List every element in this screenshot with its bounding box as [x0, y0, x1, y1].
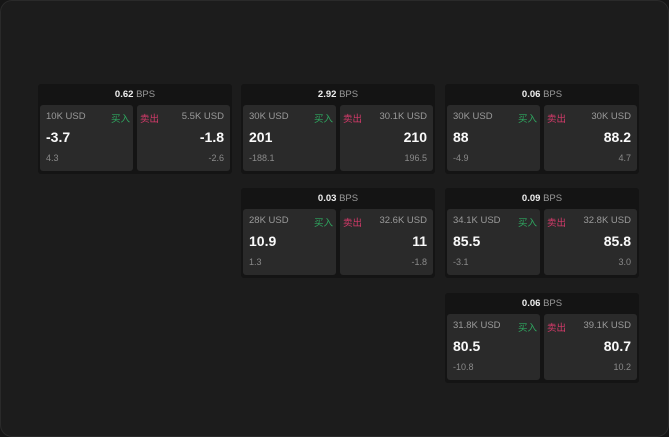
bid-price: 85.5: [453, 233, 481, 249]
bid-price: -3.7: [46, 129, 71, 145]
sell-label: 卖出: [140, 114, 160, 125]
ask-price: 88.2: [603, 129, 631, 145]
ask-price: 80.7: [603, 338, 631, 354]
ask-change: 10.2: [613, 362, 631, 372]
ask-size: 30K USD: [591, 111, 631, 122]
ask-size: 32.6K USD: [379, 215, 427, 226]
bid-change: -4.9: [453, 153, 469, 163]
buy-label: 买入: [517, 218, 537, 229]
ask-price: -1.8: [199, 129, 224, 145]
spread-unit: BPS: [339, 193, 359, 204]
bid-size: 30K USD: [249, 111, 289, 122]
quote-card: 0.03 BPS 28K USD 买入 10.9 1.3 卖出 32.6K US…: [241, 188, 435, 278]
sell-cell[interactable]: 卖出 30.1K USD 210 196.5: [340, 105, 433, 171]
ask-size: 30.1K USD: [379, 111, 427, 122]
ask-change: 3.0: [618, 257, 631, 267]
buy-label: 买入: [517, 114, 537, 125]
bid-change: 4.3: [46, 153, 59, 163]
quote-card: 0.62 BPS 10K USD 买入 -3.7 4.3 卖出 5.5K USD…: [38, 84, 232, 174]
buy-cell[interactable]: 28K USD 买入 10.9 1.3: [243, 209, 336, 275]
buy-cell[interactable]: 34.1K USD 买入 85.5 -3.1: [447, 209, 540, 275]
sell-cell[interactable]: 卖出 32.6K USD 11 -1.8: [340, 209, 433, 275]
spread-unit: BPS: [339, 89, 359, 100]
bid-size: 28K USD: [249, 215, 289, 226]
bid-price: 10.9: [249, 233, 277, 249]
spread-unit: BPS: [543, 298, 563, 309]
buy-label: 买入: [313, 218, 333, 229]
quote-card: 0.06 BPS 31.8K USD 买入 80.5 -10.8 卖出 39.1…: [445, 293, 639, 383]
sell-cell[interactable]: 卖出 5.5K USD -1.8 -2.6: [137, 105, 230, 171]
ask-change: 196.5: [404, 153, 427, 163]
ask-size: 32.8K USD: [583, 215, 631, 226]
bid-size: 34.1K USD: [453, 215, 501, 226]
sell-label: 卖出: [547, 323, 567, 334]
ask-size: 39.1K USD: [583, 320, 631, 331]
bid-size: 31.8K USD: [453, 320, 501, 331]
bid-change: -3.1: [453, 257, 469, 267]
spread-unit: BPS: [543, 193, 563, 204]
bid-size: 10K USD: [46, 111, 86, 122]
bid-change: -10.8: [453, 362, 474, 372]
spread-value: 0.09: [521, 193, 541, 204]
spread-unit: BPS: [543, 89, 563, 100]
quote-card: 2.92 BPS 30K USD 买入 201 -188.1 卖出 30.1K …: [241, 84, 435, 174]
spread-value: 0.03: [317, 193, 337, 204]
spread-unit: BPS: [136, 89, 156, 100]
sell-cell[interactable]: 卖出 30K USD 88.2 4.7: [544, 105, 637, 171]
ask-change: -2.6: [208, 153, 224, 163]
spread-header: 0.09 BPS: [445, 188, 639, 209]
ask-change: -1.8: [411, 257, 427, 267]
sell-cell[interactable]: 卖出 39.1K USD 80.7 10.2: [544, 314, 637, 380]
sell-label: 卖出: [343, 218, 363, 229]
spread-header: 2.92 BPS: [241, 84, 435, 105]
bid-price: 201: [249, 129, 273, 145]
bid-change: -188.1: [249, 153, 275, 163]
buy-cell[interactable]: 30K USD 买入 201 -188.1: [243, 105, 336, 171]
bid-price: 88: [453, 129, 469, 145]
quote-card: 0.06 BPS 30K USD 买入 88 -4.9 卖出 30K USD 8…: [445, 84, 639, 174]
sell-label: 卖出: [547, 218, 567, 229]
quote-card: 0.09 BPS 34.1K USD 买入 85.5 -3.1 卖出 32.8K…: [445, 188, 639, 278]
buy-label: 买入: [313, 114, 333, 125]
buy-label: 买入: [517, 323, 537, 334]
spread-header: 0.03 BPS: [241, 188, 435, 209]
bid-price: 80.5: [453, 338, 481, 354]
ask-price: 85.8: [603, 233, 631, 249]
bid-size: 30K USD: [453, 111, 493, 122]
spread-header: 0.06 BPS: [445, 84, 639, 105]
spread-header: 0.62 BPS: [38, 84, 232, 105]
buy-cell[interactable]: 31.8K USD 买入 80.5 -10.8: [447, 314, 540, 380]
ask-price: 210: [403, 129, 427, 145]
buy-cell[interactable]: 10K USD 买入 -3.7 4.3: [40, 105, 133, 171]
ask-change: 4.7: [618, 153, 631, 163]
spread-header: 0.06 BPS: [445, 293, 639, 314]
bid-change: 1.3: [249, 257, 262, 267]
ask-size: 5.5K USD: [181, 111, 224, 122]
buy-label: 买入: [110, 114, 130, 125]
spread-value: 2.92: [317, 89, 337, 100]
sell-cell[interactable]: 卖出 32.8K USD 85.8 3.0: [544, 209, 637, 275]
spread-value: 0.62: [114, 89, 134, 100]
spread-value: 0.06: [521, 89, 541, 100]
sell-label: 卖出: [343, 114, 363, 125]
buy-cell[interactable]: 30K USD 买入 88 -4.9: [447, 105, 540, 171]
ask-price: 11: [412, 233, 427, 249]
sell-label: 卖出: [547, 114, 567, 125]
spread-value: 0.06: [521, 298, 541, 309]
